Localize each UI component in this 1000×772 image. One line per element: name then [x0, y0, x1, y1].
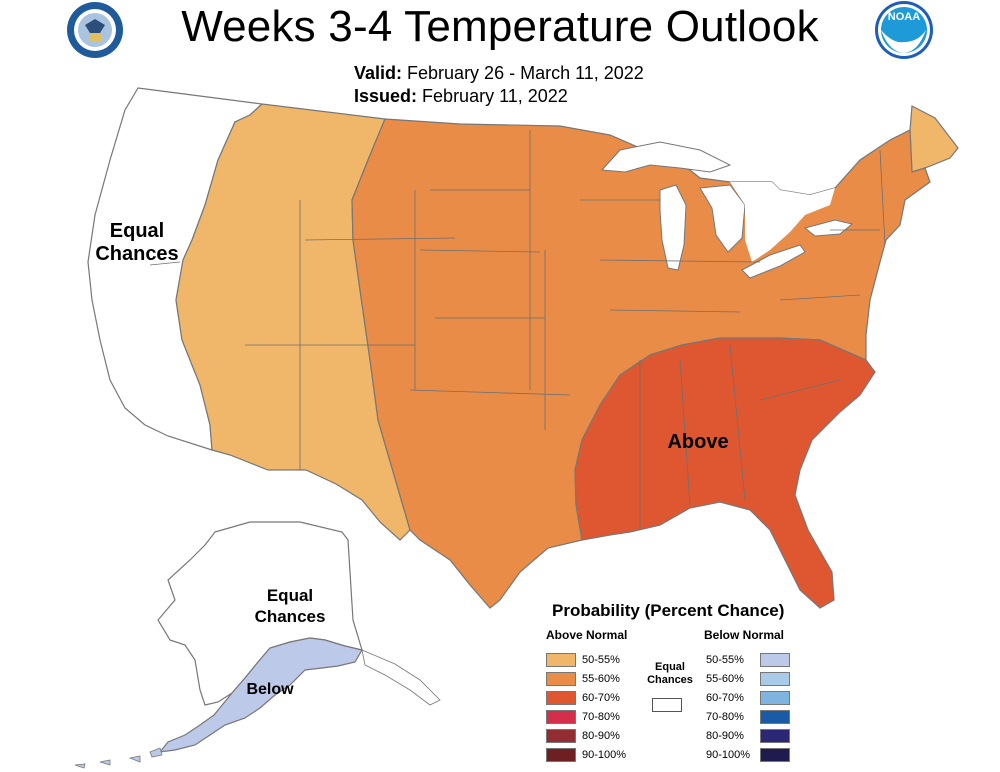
- legend-equal-chances-swatch: [652, 698, 682, 712]
- legend-below-item: 50-55%: [706, 653, 790, 672]
- page-title: Weeks 3-4 Temperature Outlook: [181, 2, 819, 51]
- legend-swatch: [760, 653, 790, 667]
- lake-huron: [699, 184, 746, 253]
- alaska-below-label: Below: [246, 681, 294, 698]
- valid-label: Valid:: [354, 63, 403, 83]
- legend-swatch: [760, 710, 790, 724]
- noaa-logo-text: NOAA: [888, 11, 920, 23]
- legend-swatch: [546, 748, 576, 762]
- issued-date: February 11, 2022: [422, 86, 568, 106]
- legend-swatch: [546, 653, 576, 667]
- legend-above-item: 80-90%: [546, 729, 626, 748]
- legend-above-list: 50-55% 55-60% 60-70% 70-80% 80-90% 90-10…: [546, 653, 626, 767]
- state-boundaries: [149, 130, 886, 530]
- conus-equal-chances-label: Equal Chances: [95, 220, 179, 265]
- legend-swatch: [546, 672, 576, 686]
- above-60-70-region: [574, 337, 876, 609]
- lake-superior: [600, 141, 732, 173]
- alaska-equal-chances-label: Equal Chances: [254, 586, 326, 626]
- legend-above-item: 90-100%: [546, 748, 626, 767]
- lake-erie: [741, 244, 806, 279]
- legend-title: Probability (Percent Chance): [552, 601, 785, 620]
- legend-below-list: 50-55% 55-60% 60-70% 70-80% 80-90% 90-10…: [706, 653, 790, 767]
- legend-above-item: 60-70%: [546, 691, 626, 710]
- legend-above-item: 70-80%: [546, 710, 626, 729]
- maine-above-50-55-region: [909, 105, 959, 173]
- valid-dates: February 26 - March 11, 2022: [407, 63, 644, 83]
- valid-line: Valid: February 26 - March 11, 2022: [354, 63, 644, 84]
- legend-equal-chances-label: Equal Chances: [647, 661, 693, 686]
- legend-swatch: [760, 691, 790, 705]
- alaska-below-50-55-region: [158, 637, 363, 753]
- legend-below-item: 90-100%: [706, 748, 790, 767]
- legend-above-item: 50-55%: [546, 653, 626, 672]
- legend-below-header: Below Normal: [704, 628, 785, 642]
- legend-below-item: 55-60%: [706, 672, 790, 691]
- legend-swatch: [546, 691, 576, 705]
- legend-above-header: Above Normal: [546, 628, 628, 642]
- noaa-logo: NOAA: [875, 1, 933, 59]
- commerce-seal-logo: [67, 2, 123, 58]
- lake-ontario: [803, 219, 854, 237]
- legend-above-item: 55-60%: [546, 672, 626, 691]
- panhandle-islands: [361, 649, 441, 706]
- aleutian-islands: [74, 747, 163, 769]
- great-lakes-canada-area: [730, 182, 835, 262]
- legend-swatch: [760, 729, 790, 743]
- legend-swatch: [546, 729, 576, 743]
- legend-swatch: [546, 710, 576, 724]
- legend-swatch: [760, 672, 790, 686]
- lake-michigan: [659, 184, 687, 271]
- conus-above-label: Above: [667, 431, 729, 453]
- legend-below-item: 70-80%: [706, 710, 790, 729]
- issued-label: Issued:: [354, 86, 418, 106]
- legend-swatch: [760, 748, 790, 762]
- legend-below-item: 80-90%: [706, 729, 790, 748]
- issued-line: Issued: February 11, 2022: [354, 86, 568, 107]
- legend-below-item: 60-70%: [706, 691, 790, 710]
